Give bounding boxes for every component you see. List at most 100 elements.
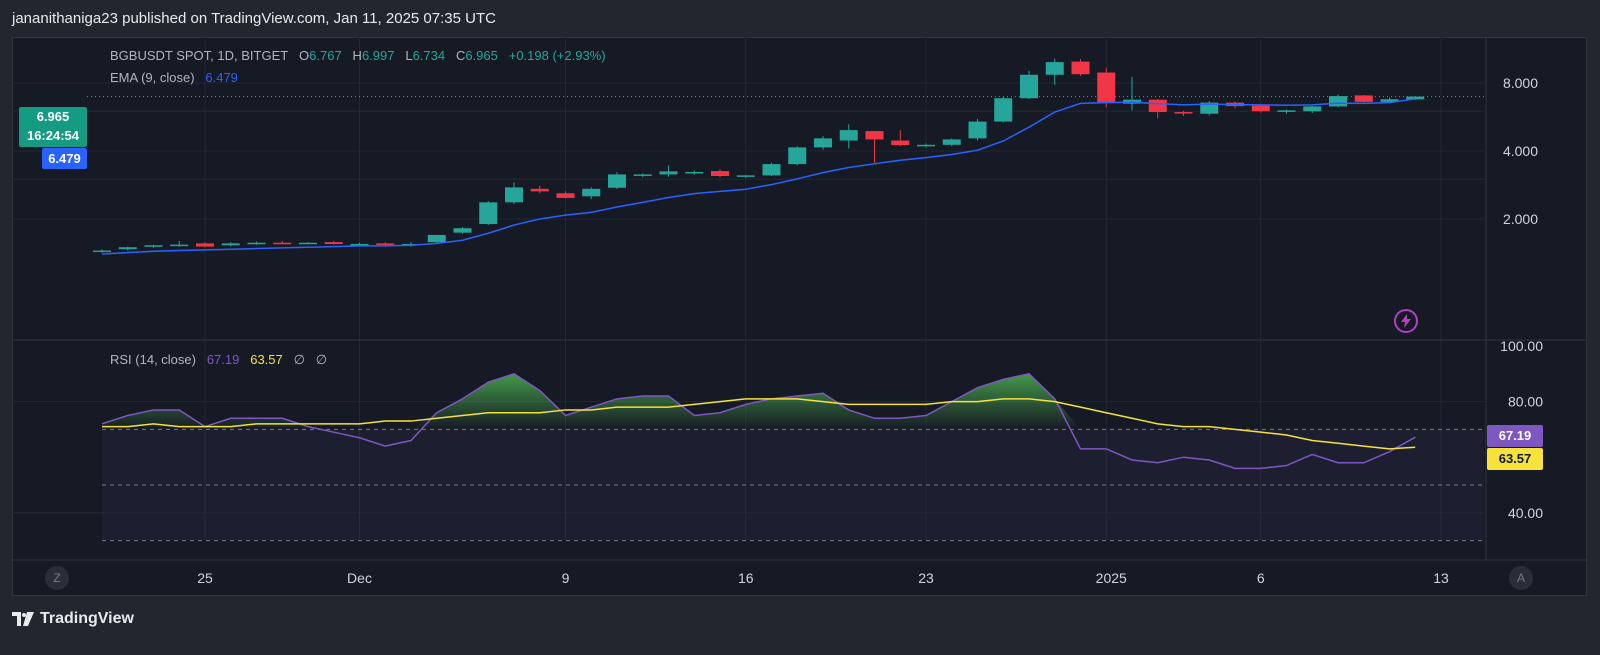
candle-down [273, 242, 292, 245]
time-tick-label: 2025 [1096, 570, 1127, 586]
time-tick-label: 16 [738, 570, 754, 586]
rsi-tick-label: 80.00 [1508, 394, 1543, 410]
candle-up [582, 188, 601, 197]
candle-up [659, 171, 678, 175]
candle-down [891, 140, 910, 146]
time-tick-label: 6 [1257, 570, 1265, 586]
candle-up [917, 144, 935, 147]
last-price-value: 6.965 [36, 109, 70, 124]
auto-scale-button[interactable]: A [1509, 566, 1533, 590]
rsi-line [101, 372, 1416, 470]
price-tick-label: 4.000 [1503, 143, 1538, 159]
ema-price-box: 6.479 [42, 148, 87, 169]
candle-down [530, 188, 549, 192]
candle-up [479, 202, 498, 225]
candle-up [942, 139, 961, 145]
symbol-label[interactable]: BGBUSDT SPOT, 1D, BITGET [110, 48, 289, 63]
candle-up [736, 175, 755, 177]
candle-down [1097, 72, 1116, 103]
tradingview-logo[interactable]: TradingView [12, 610, 134, 628]
candle-down [1354, 95, 1373, 102]
rsi-ma-value: 63.57 [250, 352, 283, 367]
candle-up [1329, 96, 1347, 107]
time-tick-label: 23 [918, 570, 934, 586]
rsi-legend[interactable]: RSI (14, close) 67.19 63.57 ∅ ∅ [110, 352, 327, 368]
candle-up [762, 164, 781, 176]
candle-down [711, 171, 729, 177]
candle-up [685, 171, 704, 174]
open-value: 6.767 [309, 48, 342, 63]
high-value: 6.997 [361, 48, 395, 63]
countdown-timer: 16:24:54 [26, 128, 80, 143]
candle-down [556, 193, 575, 198]
candle-up [1045, 62, 1064, 75]
rsi-overbought-fill [102, 373, 1416, 430]
rsi-ma-line [102, 398, 1416, 450]
candle-up [350, 244, 369, 246]
candle-up [247, 242, 266, 245]
rsi-value-box: 67.19 [1487, 425, 1543, 447]
rsi-extra-2: ∅ [315, 352, 328, 367]
chart-canvas[interactable]: 8.000 4.000 2.000 25 Dec 9 16 23 2025 6 13 100.00 80… [12, 37, 1587, 596]
candle-down [1251, 105, 1270, 112]
candle-down [376, 243, 395, 245]
candle-up [221, 243, 240, 246]
candle-down [1174, 112, 1193, 114]
change-value: +0.198 (+2.93%) [508, 48, 606, 63]
candle-down [1148, 99, 1167, 113]
candle-up [505, 187, 523, 203]
time-tick-label: Dec [347, 570, 372, 586]
candle-up [1303, 106, 1322, 112]
candle-down [324, 242, 343, 245]
candle-up [1277, 110, 1296, 112]
candle-up [968, 121, 987, 139]
candle-up [1020, 74, 1038, 99]
candle-up [170, 244, 189, 247]
candle-down [865, 131, 884, 140]
rsi-tick-label: 40.00 [1508, 505, 1543, 521]
candle-up [1406, 96, 1425, 100]
candle-up [788, 147, 807, 165]
close-label: C [455, 48, 466, 63]
rsi-extra-1: ∅ [293, 352, 305, 367]
price-tick-label: 2.000 [1503, 211, 1538, 227]
candle-up [633, 174, 652, 176]
time-tick-label: 13 [1433, 570, 1449, 586]
candle-up [839, 130, 858, 141]
zoom-out-button[interactable]: Z [45, 566, 69, 590]
candle-up [453, 228, 472, 233]
rsi-label: RSI (14, close) [110, 352, 196, 367]
time-tick-label: 25 [197, 570, 213, 586]
candle-up [427, 234, 446, 243]
candle-down [196, 243, 214, 247]
candle-down [1071, 61, 1090, 75]
high-label: H [352, 48, 362, 63]
main-legend: BGBUSDT SPOT, 1D, BITGET O6.767 H6.997 L… [110, 48, 606, 63]
low-label: L [405, 48, 413, 63]
candle-up [144, 245, 163, 247]
ema-value: 6.479 [205, 70, 238, 85]
close-value: 6.965 [465, 48, 498, 63]
published-by-text: jananithaniga23 published on TradingView… [12, 10, 496, 27]
candle-up [93, 250, 111, 253]
ema-legend[interactable]: EMA (9, close) 6.479 [110, 70, 238, 85]
rsi-value: 67.19 [206, 352, 240, 367]
ema-line [101, 98, 1416, 255]
tradingview-brand: TradingView [40, 610, 134, 627]
candle-up [1380, 99, 1399, 102]
ema-label: EMA (9, close) [110, 70, 195, 85]
candle-up [118, 247, 137, 250]
candle-up [814, 138, 832, 148]
candle-up [299, 242, 317, 245]
time-tick-label: 9 [562, 570, 570, 586]
open-label: O [299, 48, 310, 63]
lightning-icon[interactable] [1394, 309, 1418, 333]
last-price-box: 6.965 16:24:54 [19, 107, 87, 147]
candle-up [1200, 102, 1219, 114]
candle-up [994, 98, 1013, 122]
low-value: 6.734 [412, 48, 446, 63]
rsi-tick-label: 100.00 [1500, 338, 1543, 354]
tradingview-logo-icon [12, 612, 34, 626]
price-tick-label: 8.000 [1503, 75, 1538, 91]
chart-frame [12, 37, 1587, 596]
